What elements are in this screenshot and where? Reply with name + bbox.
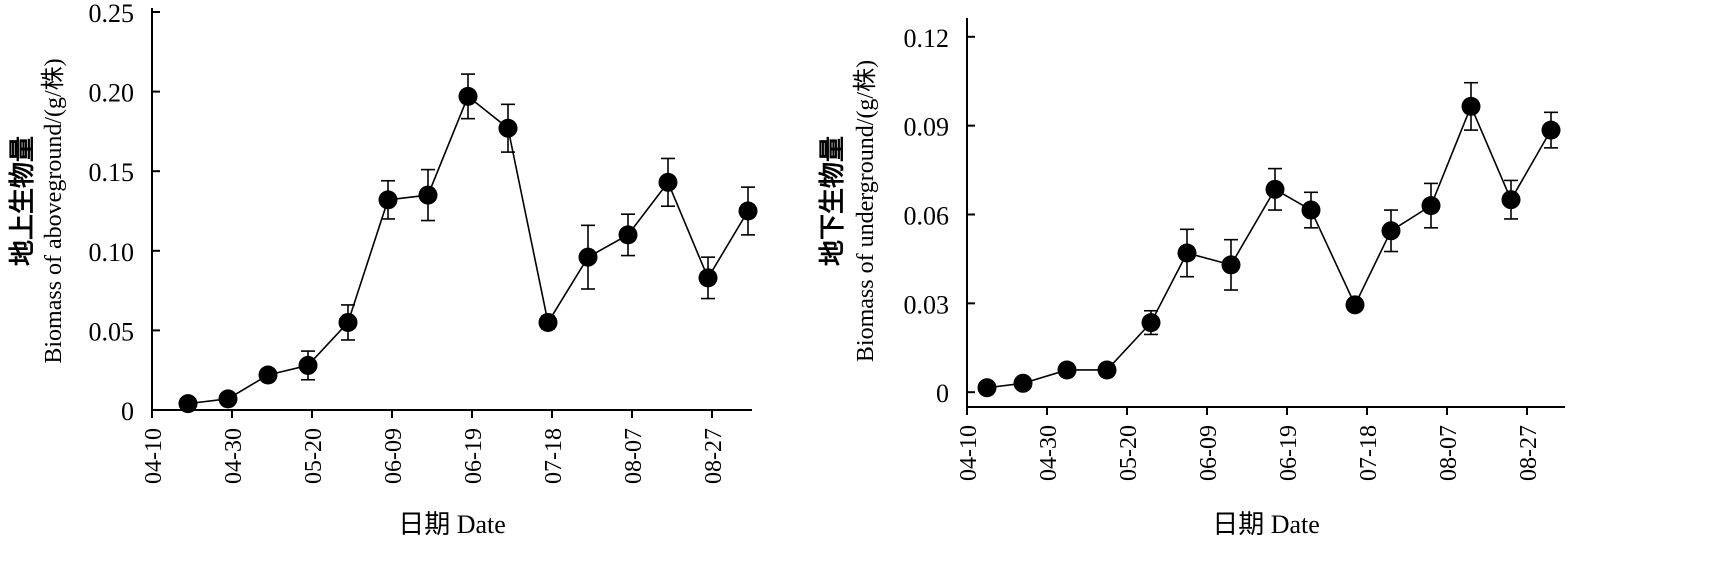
data-point bbox=[1141, 313, 1161, 333]
series-line bbox=[187, 95, 749, 405]
data-point bbox=[1057, 360, 1077, 380]
y-axis-title-en: Biomass of underground/(g/株) bbox=[852, 60, 879, 362]
x-tick-label: 05-20 bbox=[301, 428, 327, 484]
data-point bbox=[1501, 190, 1521, 210]
y-tick-label: 0.10 bbox=[89, 238, 135, 267]
x-tick-label: 07-18 bbox=[1356, 425, 1382, 481]
x-tick-label: 04-30 bbox=[1036, 425, 1062, 481]
data-point bbox=[1221, 255, 1241, 275]
y-tick-label: 0.20 bbox=[89, 79, 135, 108]
x-tick-label: 04-30 bbox=[221, 428, 247, 484]
data-point bbox=[1265, 179, 1285, 199]
x-tick-label: 08-07 bbox=[1436, 425, 1462, 481]
data-point bbox=[578, 247, 598, 267]
data-point bbox=[1013, 373, 1033, 393]
data-point bbox=[1301, 200, 1321, 220]
y-axis-title-en: Biomass of aboveground/(g/株) bbox=[40, 58, 67, 363]
x-tick-label: 06-09 bbox=[1196, 425, 1222, 481]
y-tick-label: 0.12 bbox=[904, 24, 950, 53]
y-tick-label: 0.09 bbox=[904, 113, 950, 142]
data-point bbox=[1177, 243, 1197, 263]
x-tick-label: 06-19 bbox=[1276, 425, 1302, 481]
y-tick-label: 0 bbox=[121, 397, 134, 426]
data-point bbox=[1541, 120, 1561, 140]
series-line bbox=[986, 104, 1552, 389]
data-point bbox=[538, 312, 558, 332]
chart-panel-2: 0 0.03 0.06 0.09 0.12 04-10 04-30 05-20 06-09 06-… bbox=[818, 18, 1565, 539]
data-point bbox=[418, 185, 438, 205]
x-axis-title: 日期 Date bbox=[1212, 510, 1320, 539]
data-point bbox=[178, 394, 198, 414]
data-point bbox=[698, 268, 718, 288]
y-tick-label: 0.06 bbox=[904, 202, 950, 231]
data-point bbox=[378, 190, 398, 210]
x-tick-label: 08-27 bbox=[1516, 425, 1542, 481]
x-tick-label: 05-20 bbox=[1116, 425, 1142, 481]
data-point bbox=[738, 201, 758, 221]
y-tick-label: 0.05 bbox=[89, 317, 135, 346]
data-point bbox=[1097, 360, 1117, 380]
y-tick-label: 0.25 bbox=[89, 0, 135, 28]
data-point bbox=[1461, 96, 1481, 116]
data-point bbox=[218, 389, 238, 409]
y-axis-title-cn: 地下生物量 bbox=[818, 136, 847, 266]
chart-panel-1: 0 0.05 0.10 0.15 0.20 0.25 04-10 04-30 05-20 06-0… bbox=[8, 0, 758, 539]
x-tick-label: 04-10 bbox=[956, 425, 982, 481]
y-tick-label: 0.03 bbox=[904, 290, 950, 319]
y-axis-title-cn: 地上生物量 bbox=[8, 136, 37, 266]
x-tick-label: 06-19 bbox=[461, 428, 487, 484]
x-tick-label: 08-07 bbox=[621, 428, 647, 484]
data-point bbox=[977, 378, 997, 398]
data-point bbox=[258, 365, 278, 385]
x-axis-title: 日期 Date bbox=[398, 510, 506, 539]
data-point bbox=[618, 225, 638, 245]
data-point bbox=[1421, 196, 1441, 216]
data-point bbox=[1345, 295, 1365, 315]
data-point bbox=[298, 355, 318, 375]
x-tick-label: 06-09 bbox=[381, 428, 407, 484]
data-point bbox=[658, 172, 678, 192]
y-tick-label: 0.15 bbox=[89, 158, 135, 187]
x-tick-label: 04-10 bbox=[141, 428, 167, 484]
y-tick-label: 0 bbox=[936, 379, 949, 408]
data-point bbox=[498, 118, 518, 138]
data-point bbox=[338, 312, 358, 332]
data-point bbox=[1381, 221, 1401, 241]
x-tick-label: 08-27 bbox=[701, 428, 727, 484]
x-tick-label: 07-18 bbox=[541, 428, 567, 484]
data-point bbox=[458, 86, 478, 106]
